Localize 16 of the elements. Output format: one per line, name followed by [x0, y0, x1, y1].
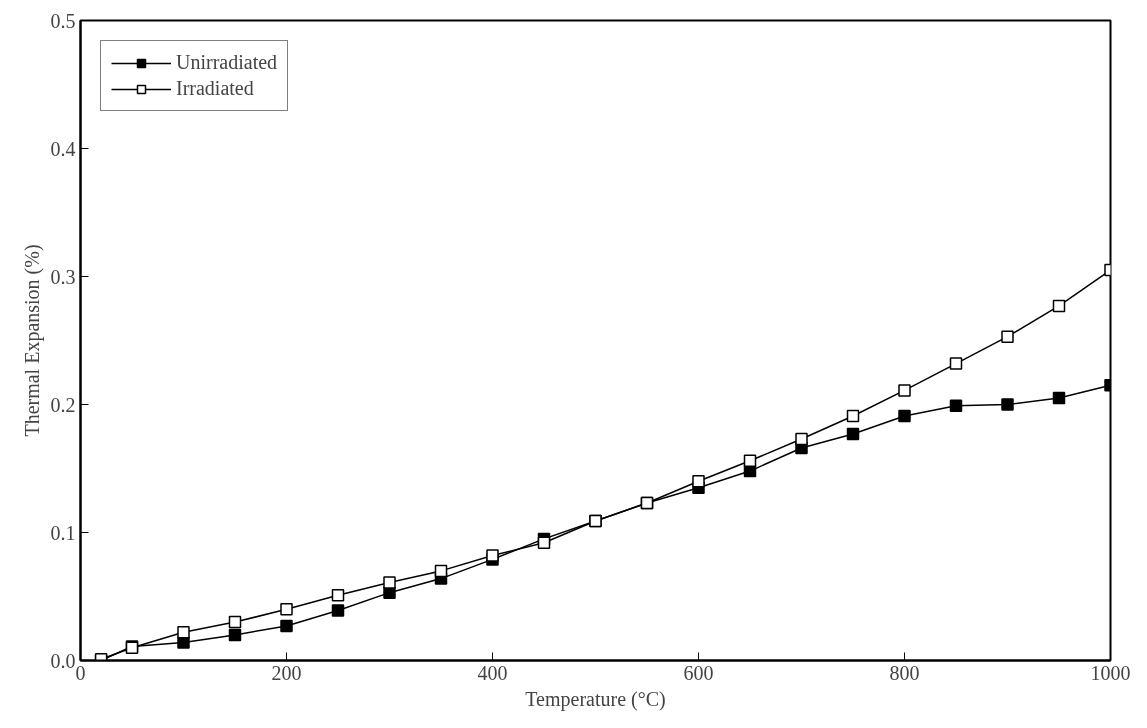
y-tick-label: 0.4 [50, 137, 76, 160]
legend-label: Unirradiated [176, 51, 278, 74]
y-tick-label: 0.0 [50, 649, 76, 672]
x-tick-label: 1000 [1090, 661, 1131, 684]
y-axis-title: Thermal Expansion (%) [20, 244, 44, 437]
y-tick-label: 0.3 [50, 265, 76, 288]
x-tick-label: 200 [271, 661, 302, 684]
x-tick-label: 800 [889, 661, 920, 684]
y-tick-label: 0.2 [50, 393, 76, 416]
y-tick-label: 0.5 [50, 9, 76, 32]
x-axis-title: Temperature (°C) [525, 687, 666, 711]
y-tick-label: 0.1 [50, 521, 76, 544]
x-tick-label: 0 [75, 661, 86, 684]
x-tick-label: 600 [683, 661, 714, 684]
legend-label: Irradiated [176, 77, 254, 100]
x-tick-label: 400 [477, 661, 508, 684]
